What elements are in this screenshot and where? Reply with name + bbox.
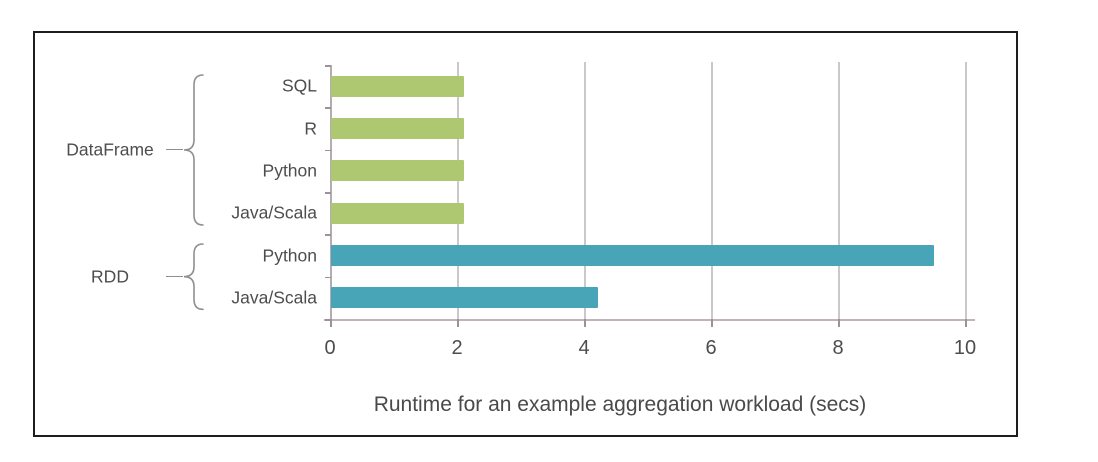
bar-rdd-python (331, 245, 935, 266)
x-axis-tick-10 (965, 319, 967, 327)
x-tick-label-2: 2 (451, 337, 463, 359)
gridline-4 (584, 62, 586, 319)
category-label-dataframe-java-scala: Java/Scala (231, 202, 317, 223)
brace-dash-rdd (166, 275, 183, 278)
y-axis-tick (325, 276, 331, 279)
y-axis-tick (325, 319, 331, 321)
x-axis-line (324, 319, 975, 321)
x-tick-label-4: 4 (578, 337, 590, 359)
x-tick-label-0: 0 (324, 337, 336, 359)
x-tick-label-10: 10 (953, 337, 977, 359)
group-label-rdd: RDD (91, 266, 129, 287)
bar-rdd-java-scala (331, 287, 598, 309)
y-axis-tick (325, 149, 331, 152)
x-axis-tick-6 (711, 319, 713, 327)
x-axis-tick-2 (457, 319, 459, 327)
x-tick-label-8: 8 (832, 337, 844, 359)
x-axis-title: Runtime for an example aggregation workl… (373, 393, 867, 416)
category-label-rdd-java-scala: Java/Scala (231, 287, 317, 308)
gridline-2 (457, 62, 459, 319)
bar-dataframe-python (331, 160, 465, 182)
x-tick-label-6: 6 (705, 337, 717, 359)
category-label-dataframe-r: R (304, 118, 317, 138)
bar-dataframe-java-scala (331, 202, 465, 224)
y-axis-tick (325, 107, 331, 109)
brace-dash-dataframe (166, 148, 183, 151)
x-axis-tick-0 (330, 319, 332, 327)
y-axis-tick (325, 234, 331, 236)
y-axis-tick (325, 65, 331, 67)
plot-area: SQL R Python Java/Scala Python Java/Scala 0 2 4 6… (35, 33, 1016, 435)
brace-dataframe (183, 73, 204, 226)
bar-dataframe-sql (331, 75, 465, 97)
x-axis-tick-8 (838, 319, 840, 327)
bar-dataframe-r (331, 118, 465, 139)
gridline-8 (838, 62, 840, 319)
x-axis-tick-4 (584, 319, 586, 327)
gridline-10 (965, 62, 967, 319)
gridline-6 (711, 62, 713, 319)
y-axis-tick (325, 192, 331, 194)
category-label-dataframe-sql: SQL (281, 75, 317, 96)
group-label-dataframe: DataFrame (66, 139, 154, 160)
category-label-rdd-python: Python (262, 245, 317, 265)
category-label-dataframe-python: Python (262, 160, 317, 181)
brace-rdd (183, 243, 204, 311)
chart-frame: SQL R Python Java/Scala Python Java/Scala 0 2 4 6… (33, 31, 1018, 437)
